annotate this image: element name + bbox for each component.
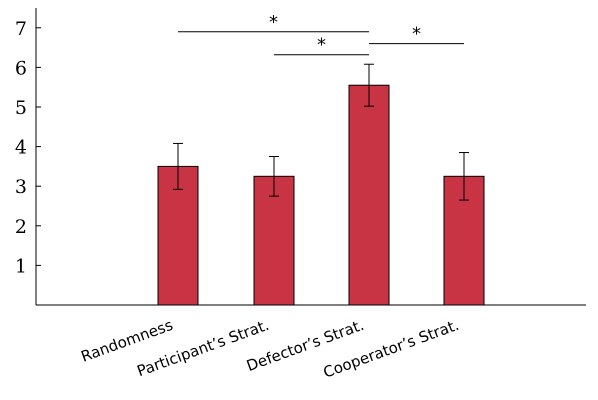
significance-star: * — [269, 12, 278, 33]
y-tick-label: 3 — [15, 176, 27, 198]
axes — [35, 8, 586, 306]
y-tick-label: 1 — [15, 255, 27, 277]
y-tick-labels: 1 2 3 4 5 6 7 — [15, 18, 27, 278]
significance-star: * — [412, 24, 421, 45]
y-tick-label: 2 — [15, 216, 27, 238]
bars — [157, 84, 485, 306]
significance-markers: * * * — [178, 12, 464, 56]
significance-star: * — [317, 35, 326, 56]
y-tick-label: 4 — [15, 137, 27, 159]
bar — [253, 175, 295, 306]
y-tick-label: 6 — [15, 57, 27, 79]
y-tick-label: 7 — [15, 18, 27, 40]
error-bars — [173, 63, 469, 201]
bar — [348, 84, 390, 306]
y-tick-label: 5 — [15, 97, 27, 119]
